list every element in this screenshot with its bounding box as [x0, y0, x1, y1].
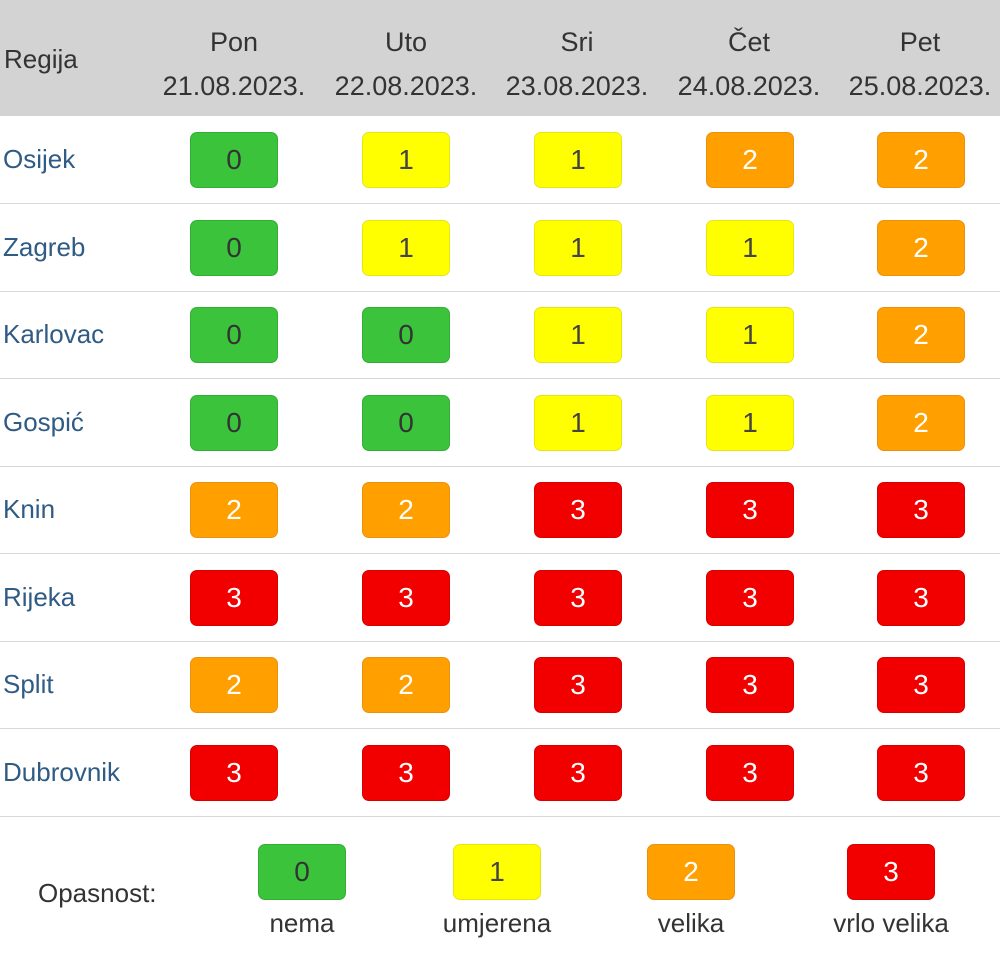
- legend-text: velika: [657, 908, 725, 938]
- region-name[interactable]: Split: [3, 669, 54, 699]
- day-name: Uto: [384, 27, 428, 57]
- table-row: Dubrovnik 3 3 3 3 3: [0, 729, 1000, 817]
- day-header-wed: Sri 23.08.2023.: [491, 20, 663, 108]
- danger-level-badge: 0: [362, 394, 450, 451]
- danger-level-badge: 2: [706, 132, 794, 188]
- danger-level-badge: 3: [706, 482, 794, 538]
- region-name[interactable]: Osijek: [3, 144, 76, 174]
- table-header: Regija Pon 21.08.2023. Uto 22.08.2023. S…: [0, 0, 1000, 116]
- danger-level-badge: 1: [706, 394, 794, 451]
- danger-level-badge: 3: [190, 569, 278, 626]
- danger-level-badge: 0: [190, 307, 278, 363]
- day-header-mon: Pon 21.08.2023.: [148, 20, 320, 108]
- table-row: Split 2 2 3 3 3: [0, 641, 1000, 729]
- table-row: Karlovac 0 0 1 1 2: [0, 291, 1000, 379]
- danger-level-badge: 3: [877, 482, 965, 538]
- table-row: Rijeka 3 3 3 3 3: [0, 554, 1000, 642]
- legend-badge: 0: [258, 844, 346, 900]
- legend-item: 2 velika: [611, 844, 771, 939]
- region-name[interactable]: Zagreb: [3, 231, 86, 262]
- danger-level-badge: 2: [877, 394, 965, 451]
- day-header-fri: Pet 25.08.2023.: [834, 20, 1000, 108]
- danger-level-badge: 0: [362, 307, 450, 363]
- danger-level-badge: 0: [190, 219, 278, 276]
- region-column-header: Regija: [4, 44, 78, 74]
- danger-level-badge: 1: [706, 307, 794, 363]
- danger-level-badge: 3: [877, 744, 965, 801]
- danger-level-badge: 3: [706, 569, 794, 626]
- danger-level-badge: 2: [877, 219, 965, 276]
- danger-level-badge: 3: [877, 657, 965, 713]
- day-name: Pet: [899, 27, 941, 57]
- danger-level-badge: 2: [190, 657, 278, 713]
- region-name[interactable]: Knin: [3, 494, 56, 524]
- danger-level-badge: 1: [534, 132, 622, 188]
- danger-level-badge: 3: [877, 569, 965, 626]
- day-date: 24.08.2023.: [677, 71, 821, 101]
- day-name: Pon: [209, 27, 259, 57]
- region-name[interactable]: Karlovac: [3, 319, 105, 349]
- danger-level-badge: 3: [362, 569, 450, 626]
- danger-level-badge: 3: [706, 657, 794, 713]
- danger-level-badge: 3: [534, 482, 622, 538]
- day-header-tue: Uto 22.08.2023.: [320, 20, 492, 108]
- table-row: Zagreb 0 1 1 1 2: [0, 204, 1000, 292]
- danger-level-badge: 3: [534, 744, 622, 801]
- legend-text: nema: [269, 908, 335, 938]
- danger-level-badge: 1: [362, 132, 450, 188]
- legend-item: 1 umjerena: [417, 844, 577, 939]
- day-date: 23.08.2023.: [505, 71, 649, 101]
- danger-level-badge: 1: [706, 219, 794, 276]
- legend-badge: 2: [647, 844, 735, 900]
- danger-level-badge: 1: [534, 219, 622, 276]
- danger-level-badge: 2: [362, 482, 450, 538]
- table-row: Knin 2 2 3 3 3: [0, 466, 1000, 554]
- day-header-thu: Čet 24.08.2023.: [663, 20, 835, 108]
- day-name: Sri: [560, 27, 594, 57]
- day-date: 22.08.2023.: [334, 71, 478, 101]
- legend-badge: 3: [847, 844, 935, 900]
- region-name[interactable]: Dubrovnik: [3, 756, 121, 787]
- danger-level-badge: 1: [534, 394, 622, 451]
- danger-level-badge: 3: [706, 744, 794, 801]
- region-name[interactable]: Rijeka: [3, 581, 76, 612]
- danger-level-badge: 3: [362, 744, 450, 801]
- danger-level-badge: 2: [190, 482, 278, 538]
- table-row: Osijek 0 1 1 2 2: [0, 116, 1000, 204]
- day-name: Čet: [727, 27, 771, 57]
- region-name[interactable]: Gospić: [3, 406, 84, 437]
- danger-level-badge: 2: [877, 132, 965, 188]
- legend-label: Opasnost:: [38, 878, 157, 908]
- danger-level-badge: 0: [190, 132, 278, 188]
- legend-item: 3 vrlo velika: [811, 844, 971, 939]
- danger-level-badge: 0: [190, 394, 278, 451]
- day-date: 25.08.2023.: [848, 71, 992, 101]
- legend-text: umjerena: [442, 908, 552, 938]
- danger-level-badge: 3: [190, 744, 278, 801]
- danger-level-badge: 3: [534, 657, 622, 713]
- legend-text: vrlo velika: [833, 908, 949, 938]
- table-row: Gospić 0 0 1 1 2: [0, 379, 1000, 467]
- danger-level-badge: 3: [534, 569, 622, 626]
- legend-item: 0 nema: [222, 844, 382, 939]
- legend-badge: 1: [453, 844, 541, 900]
- danger-level-badge: 1: [534, 307, 622, 363]
- danger-level-badge: 1: [362, 219, 450, 276]
- danger-level-badge: 2: [877, 307, 965, 363]
- danger-level-badge: 2: [362, 657, 450, 713]
- day-date: 21.08.2023.: [162, 71, 306, 101]
